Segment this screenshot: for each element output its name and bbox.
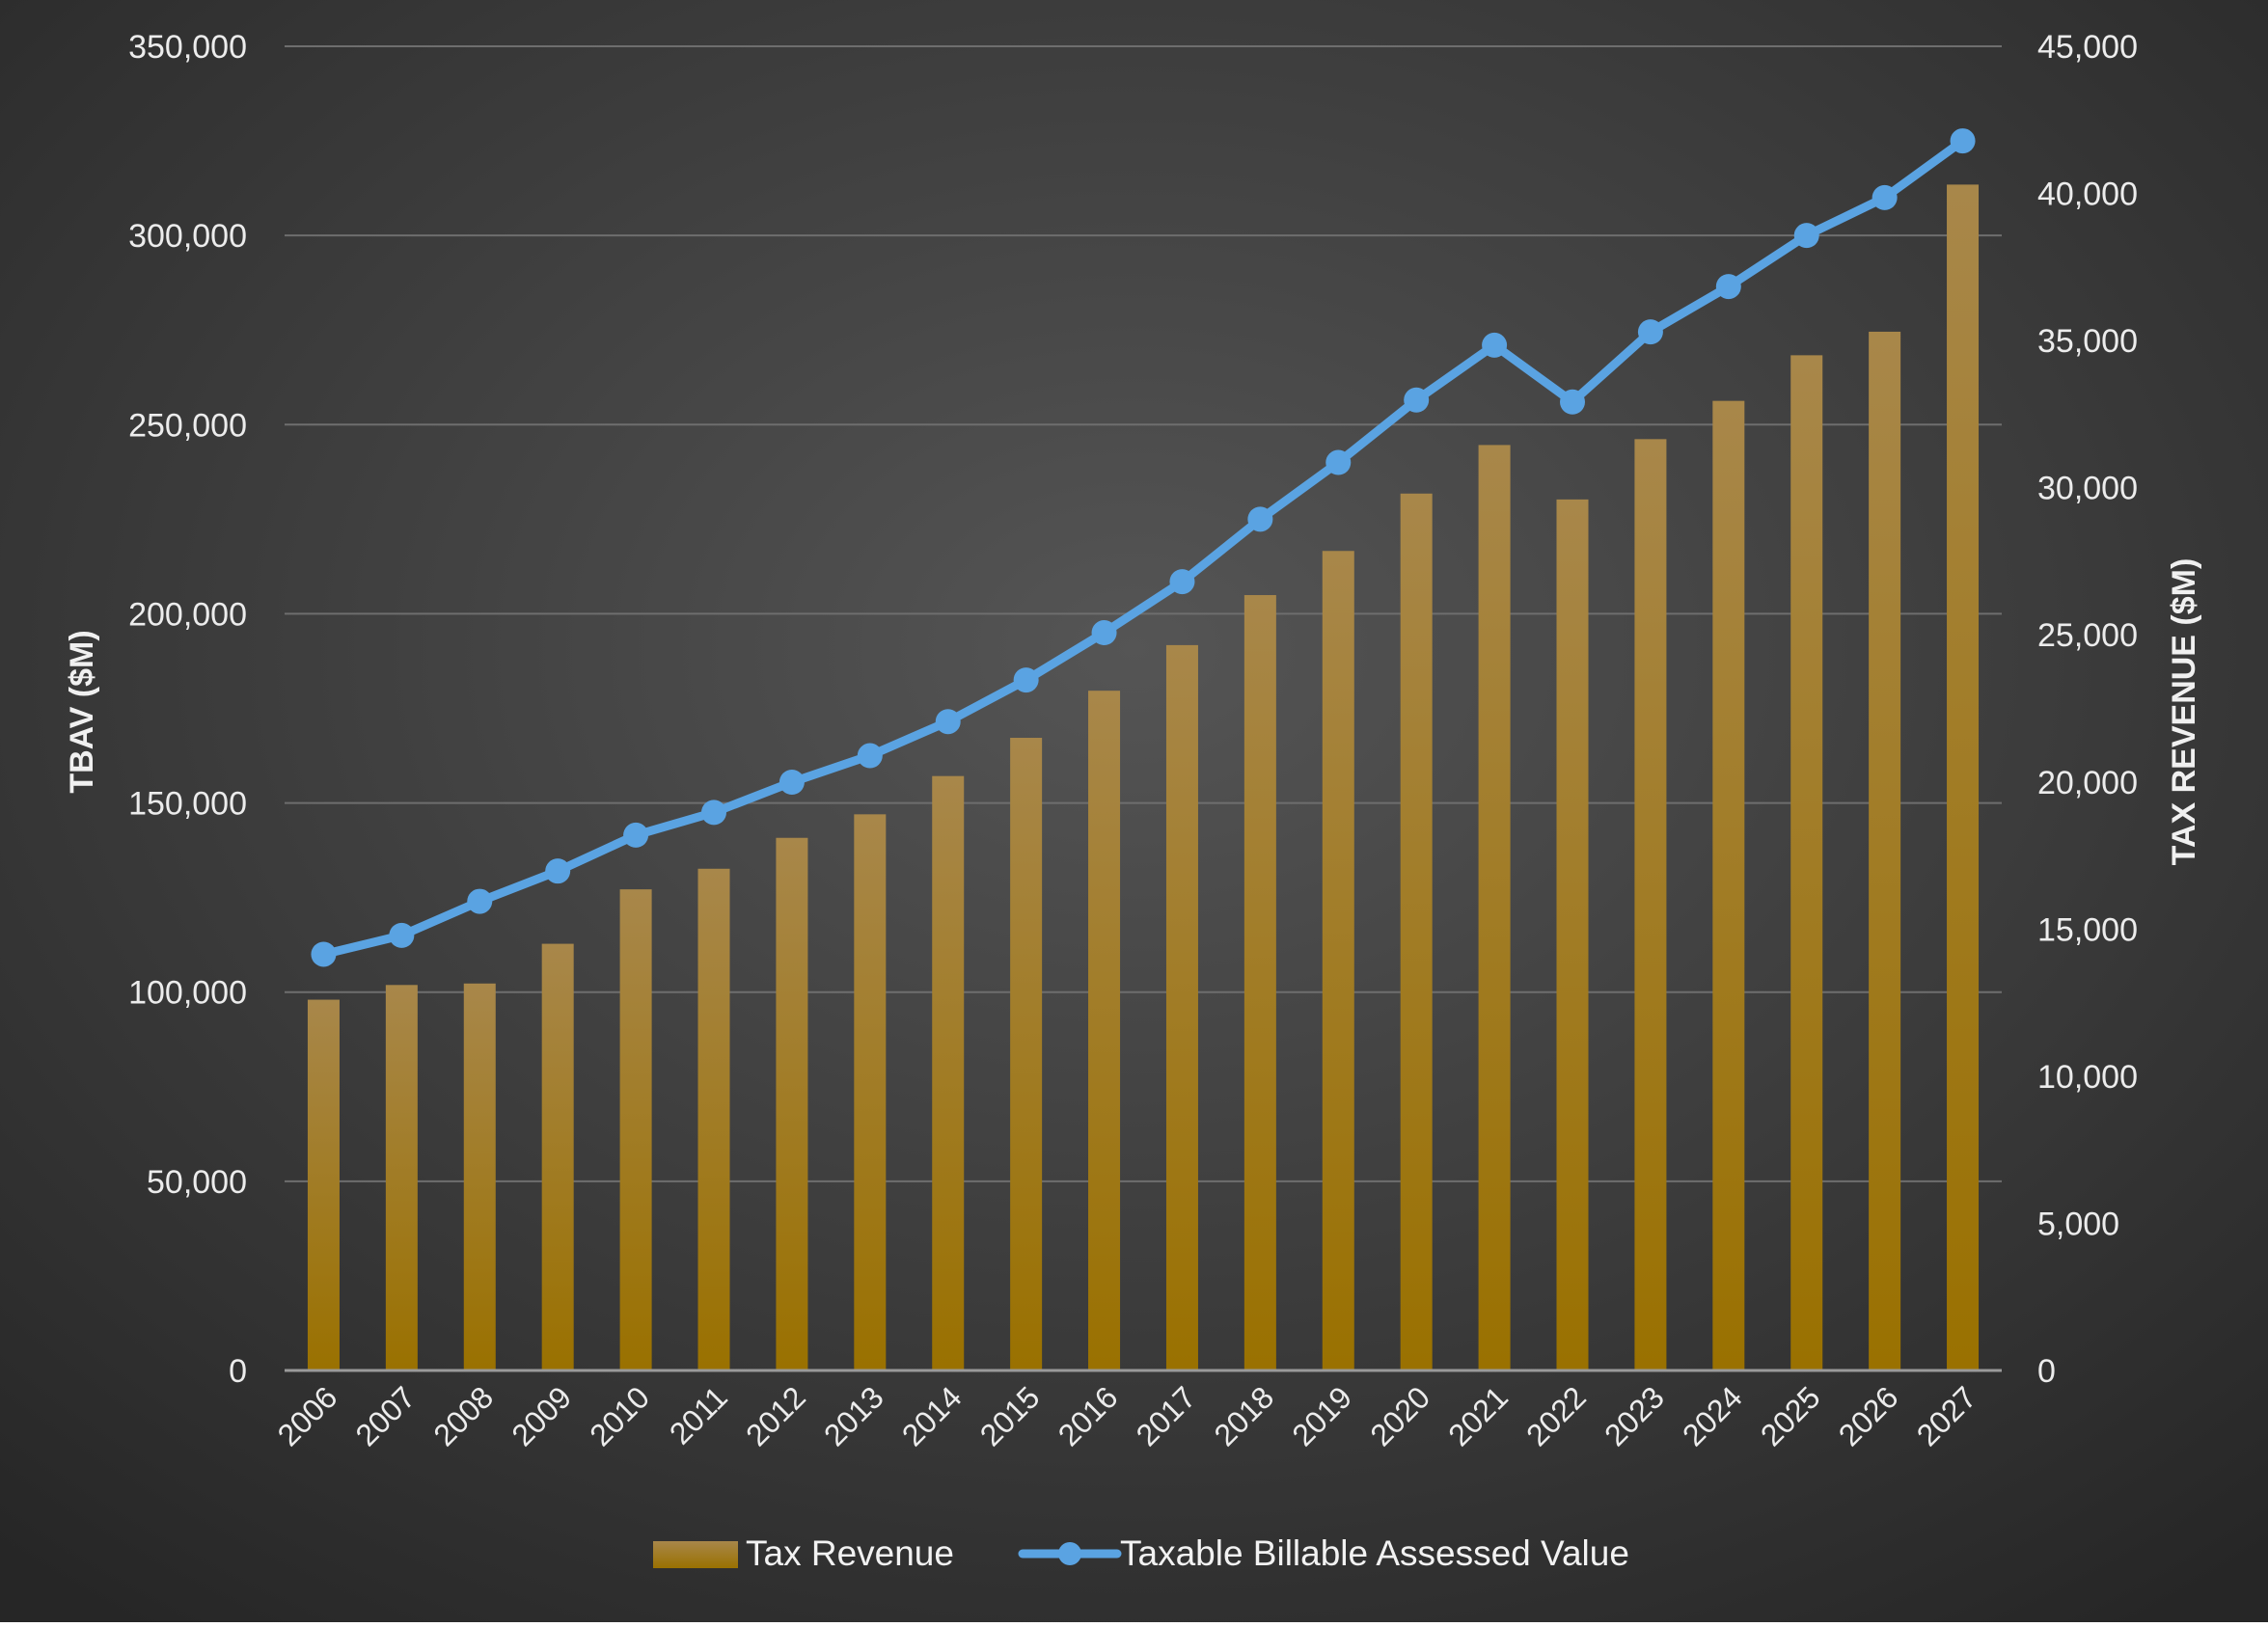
tbav-point-2007 [389, 922, 415, 948]
tbav-point-2015 [1013, 667, 1039, 693]
tbav-line [319, 136, 1967, 959]
y-left-tick-label: 150,000 [128, 786, 247, 823]
y-right-axis-title: TAX REVENUE ($M) [2166, 558, 2202, 866]
bar-tax-revenue-2007 [385, 985, 418, 1370]
tbav-point-2021 [1482, 332, 1508, 358]
y-right-tick-label: 30,000 [2037, 471, 2138, 507]
y-right-tick-label: 5,000 [2037, 1206, 2119, 1242]
bar-tax-revenue-2014 [932, 775, 965, 1370]
tbav-point-2019 [1325, 449, 1352, 475]
tbav-point-2017 [1169, 569, 1195, 595]
bar-tax-revenue-2013 [854, 814, 887, 1370]
bar-tax-revenue-2025 [1790, 355, 1823, 1370]
tbav-point-2014 [935, 709, 961, 735]
tbav-point-2022 [1560, 389, 1585, 415]
tbav-point-2008 [467, 888, 493, 914]
bar-tax-revenue-2008 [463, 983, 496, 1370]
y-right-tick-label: 35,000 [2037, 323, 2138, 360]
bar-tax-revenue-2022 [1556, 499, 1589, 1370]
y-left-tick-label: 350,000 [128, 29, 247, 66]
bar-tax-revenue-2024 [1712, 400, 1745, 1370]
bar-tax-revenue-2020 [1400, 493, 1433, 1370]
bar-series-tax-revenue [307, 184, 1980, 1371]
tbav-point-2012 [779, 769, 805, 795]
legend-label-tax-revenue: Tax Revenue [746, 1533, 954, 1573]
y-right-tick-label: 10,000 [2037, 1059, 2138, 1096]
tbav-point-2013 [857, 743, 883, 769]
tbav-point-2011 [701, 800, 726, 826]
y-right-tick-label: 0 [2037, 1353, 2056, 1390]
tbav-point-2027 [1950, 128, 1976, 154]
y-left-tick-label: 250,000 [128, 407, 247, 444]
bar-tax-revenue-2012 [776, 837, 808, 1370]
tbav-point-2016 [1091, 620, 1117, 646]
bar-tax-revenue-2015 [1010, 738, 1043, 1370]
line-series-tbav [311, 128, 1976, 967]
y-left-tick-label: 200,000 [128, 596, 247, 633]
bar-tax-revenue-2026 [1869, 331, 1901, 1370]
bar-tax-revenue-2021 [1478, 445, 1511, 1371]
bar-tax-revenue-2019 [1322, 551, 1354, 1370]
tbav-point-2009 [545, 858, 571, 884]
bar-tax-revenue-2017 [1165, 644, 1198, 1370]
y-left-tick-label: 100,000 [128, 975, 247, 1012]
tbav-point-2010 [623, 822, 649, 848]
legend-swatch-tax-revenue [653, 1541, 738, 1568]
tbav-point-2026 [1872, 184, 1898, 210]
y-right-tick-label: 20,000 [2037, 765, 2138, 801]
y-left-tick-label: 300,000 [128, 218, 247, 255]
tbav-point-2018 [1247, 506, 1273, 532]
bar-tax-revenue-2011 [697, 868, 730, 1370]
tbav-point-2024 [1715, 274, 1741, 300]
bar-tax-revenue-2016 [1088, 691, 1121, 1370]
tbav-point-2006 [311, 941, 337, 967]
legend: Tax Revenue Taxable Billable Assessed Va… [653, 1533, 1629, 1573]
bar-tax-revenue-2018 [1243, 595, 1276, 1370]
tbav-point-2025 [1793, 223, 1819, 249]
y-left-axis-title: TBAV ($M) [64, 630, 100, 793]
y-right-tick-label: 15,000 [2037, 911, 2138, 948]
bar-tax-revenue-2006 [307, 999, 340, 1370]
y-right-tick-label: 45,000 [2037, 29, 2138, 66]
bar-tax-revenue-2010 [619, 889, 652, 1370]
legend-label-tbav: Taxable Billable Assessed Value [1120, 1533, 1629, 1573]
bar-tax-revenue-2027 [1947, 184, 1980, 1370]
bar-tax-revenue-2009 [541, 943, 574, 1370]
tbav-point-2023 [1637, 319, 1663, 345]
y-right-tick-label: 40,000 [2037, 176, 2138, 213]
y-left-tick-label: 0 [229, 1353, 247, 1390]
legend-swatch-tbav-marker [1058, 1542, 1081, 1565]
bar-tax-revenue-2023 [1634, 439, 1667, 1370]
tbav-point-2020 [1404, 387, 1430, 413]
y-left-tick-label: 50,000 [147, 1164, 247, 1201]
y-right-tick-label: 25,000 [2037, 617, 2138, 654]
